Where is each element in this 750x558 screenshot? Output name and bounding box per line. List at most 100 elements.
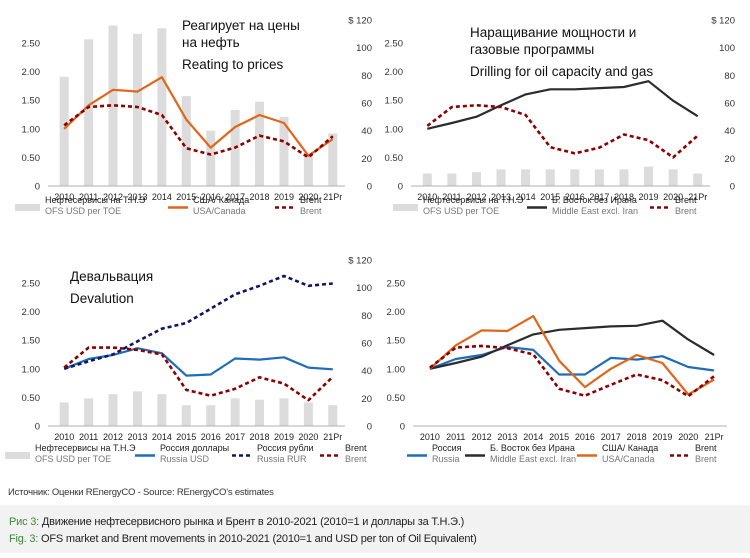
left-axis-tick-label: 1.50	[385, 96, 404, 107]
right-axis-tick-label: $ 120	[711, 16, 735, 27]
x-tick-label: 2020	[663, 192, 683, 202]
x-tick-label: 2017	[225, 432, 245, 442]
series-line-brent	[63, 346, 334, 402]
legend-sublabel: Brent	[345, 454, 367, 464]
bar-ofs-2010	[422, 173, 432, 186]
x-tick-label: 2016	[565, 192, 585, 202]
chart-panel-middle-east: 0 0.50 1.00 1.50 2.00 2.50 0 20 40 60 80 100 $ 120 20…	[375, 0, 750, 240]
bar-ofs-2017	[594, 169, 604, 186]
legend-sublabel: OFS USD per TOE	[423, 206, 499, 216]
legend-sublabel: OFS USD per TOE	[35, 454, 111, 464]
x-tick-label: 2014	[523, 432, 543, 442]
left-axis-tick-label: 0.50	[387, 393, 406, 404]
legend-label: США/ Канада	[193, 195, 249, 205]
x-tick-label: 2010	[54, 432, 74, 442]
chart-subtitle: Drilling for oil capacity and gas	[470, 64, 653, 79]
legend-sublabel: Russia	[432, 454, 460, 464]
left-axis-tick-label: 1.50	[22, 96, 41, 107]
x-tick-label: 2020	[298, 432, 318, 442]
bar-ofs-2013	[496, 169, 506, 186]
x-tick-label: 2011	[79, 192, 98, 202]
right-axis-tick-label: 80	[361, 311, 372, 322]
legend-label: Brent	[675, 195, 697, 205]
right-axis-tick-label: 80	[724, 71, 735, 82]
left-axis-tick-label: 0	[35, 422, 40, 433]
legend-sublabel: Brent	[675, 206, 697, 216]
bar-ofs-2016	[206, 405, 216, 426]
x-tick-label: 2014	[516, 192, 536, 202]
legend-swatch-bar	[5, 452, 30, 459]
bar-ofs-2012	[471, 172, 481, 186]
x-tick-label: 2020	[298, 192, 318, 202]
x-tick-label: 2018	[614, 192, 634, 202]
x-tick-label: 21Pr	[705, 432, 724, 442]
x-tick-label: 2011	[79, 432, 98, 442]
chart-title: Реагирует на цены	[182, 18, 300, 33]
left-axis-tick-label: 1.00	[387, 364, 406, 375]
right-axis-tick-label: 40	[361, 366, 372, 377]
x-tick-label: 2018	[250, 432, 270, 442]
x-tick-label: 2014	[152, 192, 172, 202]
right-axis-tick-label: 40	[361, 126, 372, 137]
left-axis-tick-label: 2.00	[22, 67, 41, 78]
bar-ofs-2013	[132, 391, 142, 426]
right-axis-tick-label: $ 120	[348, 16, 372, 27]
x-tick-label: 2016	[201, 432, 221, 442]
legend-sublabel: Middle East excl. Iran	[552, 206, 638, 216]
bar-ofs-2019	[279, 398, 289, 426]
bar-ofs-2020	[668, 169, 678, 186]
legend-label: Б. Восток без Ирана	[490, 443, 575, 453]
right-axis-tick-label: 80	[361, 71, 372, 82]
left-axis-tick-label: 1.00	[385, 124, 404, 135]
left-axis-tick-label: 0	[35, 182, 40, 193]
bar-ofs-2012	[108, 394, 118, 426]
left-axis-tick-label: 1.00	[22, 124, 41, 135]
chart-svg-0: 0 0.50 1.00 1.50 2.00 2.50 0 20 40 60 80 100 $ 120 20…	[15, 16, 372, 216]
bar-ofs-21Pr	[693, 173, 703, 186]
left-axis-tick-label: 0.50	[22, 153, 41, 164]
series-line-usa-canada	[429, 314, 715, 396]
series-line-russia	[429, 345, 715, 376]
x-tick-label: 2019	[652, 432, 672, 442]
legend-label: Brent	[300, 195, 322, 205]
caption-ru: Рис 3: Движение нефтесервисного рынка и …	[9, 514, 750, 531]
right-axis-tick-label: 100	[356, 283, 372, 294]
bar-ofs-2011	[84, 398, 94, 426]
x-tick-label: 2016	[201, 192, 221, 202]
x-tick-label: 2015	[176, 432, 196, 442]
chart-svg-2: 0 0.50 1.00 1.50 2.00 2.50 0 20 40 60 80 100 $ 120 20…	[5, 256, 372, 464]
legend-label: Б. Восток без Ирана	[552, 195, 637, 205]
left-axis-tick-label: 2.50	[22, 278, 41, 289]
legend-sublabel: Russia USD	[160, 454, 210, 464]
series-line-brent	[429, 344, 715, 398]
x-tick-label: 2013	[127, 432, 147, 442]
right-axis-tick-label: 20	[724, 154, 735, 165]
bar-ofs-2012	[108, 25, 118, 187]
chart-subtitle: Devalution	[70, 291, 134, 306]
chart-panel-devaluation: 0 0.50 1.00 1.50 2.00 2.50 0 20 40 60 80 100 $ 120 20…	[0, 240, 375, 480]
bar-ofs-2015	[181, 405, 191, 426]
left-axis-tick-label: 1.50	[387, 336, 406, 347]
chart-title: Девальвация	[70, 269, 153, 284]
legend-label: Россия доллары	[160, 443, 229, 453]
right-axis-tick-label: 40	[724, 126, 735, 137]
left-axis-tick-label: 2.50	[387, 278, 406, 289]
left-axis-tick-label: 0	[400, 422, 405, 433]
x-tick-label: 2012	[472, 432, 492, 442]
chart-svg-3: 0 0.50 1.00 1.50 2.00 2.50 2010 2011 2012 2013 201…	[387, 278, 727, 464]
x-tick-label: 2010	[417, 192, 437, 202]
right-axis-tick-label: 0	[367, 182, 372, 193]
right-axis-tick-label: 60	[724, 99, 735, 110]
bar-ofs-21Pr	[328, 133, 338, 186]
chart-panel-oil-prices: 0 0.50 1.00 1.50 2.00 2.50 0 20 40 60 80 100 $ 120 20…	[0, 0, 375, 240]
x-tick-label: 2019	[639, 192, 659, 202]
x-tick-label: 2010	[54, 192, 74, 202]
series-line-brent	[63, 104, 334, 159]
figure-caption: Рис 3: Движение нефтесервисного рынка и …	[0, 505, 750, 553]
series-line-middle-east-excl-iran	[429, 319, 715, 370]
caption-ru-label: Рис 3:	[9, 516, 40, 528]
series-line-usa-canada	[63, 76, 334, 157]
legend-label: Нефтесервисы на Т.Н.Э	[423, 195, 524, 205]
chart-title: Наращивание мощности и	[470, 25, 636, 40]
x-tick-label: 2018	[627, 432, 647, 442]
